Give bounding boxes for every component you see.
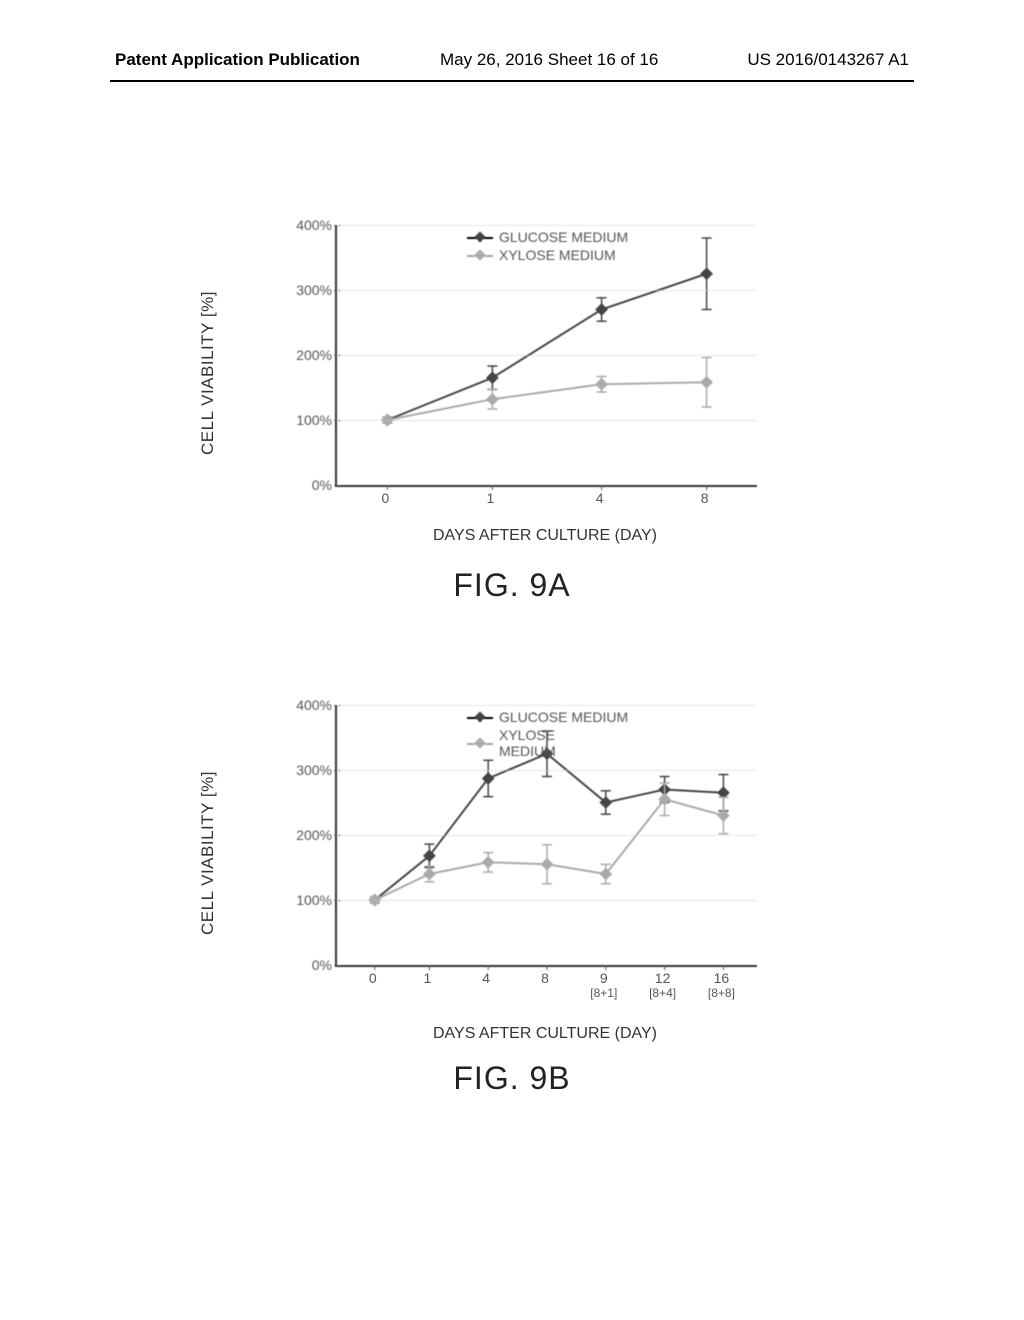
page-header: Patent Application Publication May 26, 2… xyxy=(0,50,1024,80)
x-tick-label: 4 xyxy=(482,970,490,986)
header-rule xyxy=(110,80,914,82)
legend-swatch-xylose xyxy=(467,249,493,261)
x-tick-label: 8 xyxy=(701,490,709,506)
fig-9b-caption: FIG. 9B xyxy=(0,1060,1024,1097)
x-tick-label: 0 xyxy=(381,490,389,506)
fig-9a-caption: FIG. 9A xyxy=(0,567,1024,604)
x-tick-label: 1 xyxy=(486,490,494,506)
gridline xyxy=(337,900,757,901)
fig-9a-xlabel: DAYS AFTER CULTURE (DAY) xyxy=(335,527,755,545)
x-tick-label: 0 xyxy=(369,970,377,986)
legend-label-glucose: GLUCOSE MEDIUM xyxy=(499,709,628,725)
y-tick-label: 100% xyxy=(282,892,332,908)
gridline xyxy=(337,705,757,706)
y-tick-label: 100% xyxy=(282,412,332,428)
gridline xyxy=(337,225,757,226)
header-left-text: Patent Application Publication xyxy=(115,50,360,70)
header-center-text: May 26, 2016 Sheet 16 of 16 xyxy=(440,50,658,70)
x-tick-label: 4 xyxy=(596,490,604,506)
figure-9b: CELL VIABILITY [%] GLUCOSE MEDIUM XYLOSE… xyxy=(0,700,1024,1130)
x-tick-label: 8 xyxy=(541,970,549,986)
fig-9a-chart: GLUCOSE MEDIUM XYLOSE MEDIUM 0% 100% 200% 3… xyxy=(265,225,765,525)
y-tick-label: 400% xyxy=(282,697,332,713)
legend-swatch-glucose xyxy=(467,231,493,243)
gridline xyxy=(337,355,757,356)
fig-9b-xlabel: DAYS AFTER CULTURE (DAY) xyxy=(335,1025,755,1043)
y-tick-label: 300% xyxy=(282,762,332,778)
gridline xyxy=(337,770,757,771)
legend-label-glucose: GLUCOSE MEDIUM xyxy=(499,229,628,245)
gridline xyxy=(337,420,757,421)
legend-swatch-xylose xyxy=(467,737,493,749)
y-tick-label: 0% xyxy=(282,477,332,493)
fig-9a-ylabel: CELL VIABILITY [%] xyxy=(198,435,218,455)
fig-9b-plot-area: GLUCOSE MEDIUM XYLOSEMEDIUM 0%100%200%30… xyxy=(335,705,757,967)
fig-9a-legend: GLUCOSE MEDIUM XYLOSE MEDIUM xyxy=(467,229,628,265)
y-tick-label: 200% xyxy=(282,347,332,363)
y-tick-label: 300% xyxy=(282,282,332,298)
legend-swatch-glucose xyxy=(467,711,493,723)
gridline xyxy=(337,835,757,836)
y-tick-label: 200% xyxy=(282,827,332,843)
page: Patent Application Publication May 26, 2… xyxy=(0,0,1024,1320)
fig-9b-ylabel: CELL VIABILITY [%] xyxy=(198,915,218,935)
fig-9b-legend: GLUCOSE MEDIUM XYLOSEMEDIUM xyxy=(467,709,628,761)
gridline xyxy=(337,290,757,291)
y-tick-label: 0% xyxy=(282,957,332,973)
legend-label-xylose: XYLOSEMEDIUM xyxy=(499,727,556,759)
y-tick-label: 400% xyxy=(282,217,332,233)
x-tick-label: 12[8+4] xyxy=(649,970,676,1000)
x-tick-label: 9[8+1] xyxy=(590,970,617,1000)
fig-9a-plot-area: GLUCOSE MEDIUM XYLOSE MEDIUM 0%100%200%3… xyxy=(335,225,757,487)
fig-9b-chart: GLUCOSE MEDIUM XYLOSEMEDIUM 0% 100% 200% 30… xyxy=(265,705,765,1005)
x-tick-label: 1 xyxy=(423,970,431,986)
header-right-text: US 2016/0143267 A1 xyxy=(747,50,909,70)
x-tick-label: 16[8+8] xyxy=(708,970,735,1000)
figure-9a: CELL VIABILITY [%] GLUCOSE MEDIUM XYLOSE… xyxy=(0,225,1024,645)
legend-label-xylose: XYLOSE MEDIUM xyxy=(499,247,616,263)
